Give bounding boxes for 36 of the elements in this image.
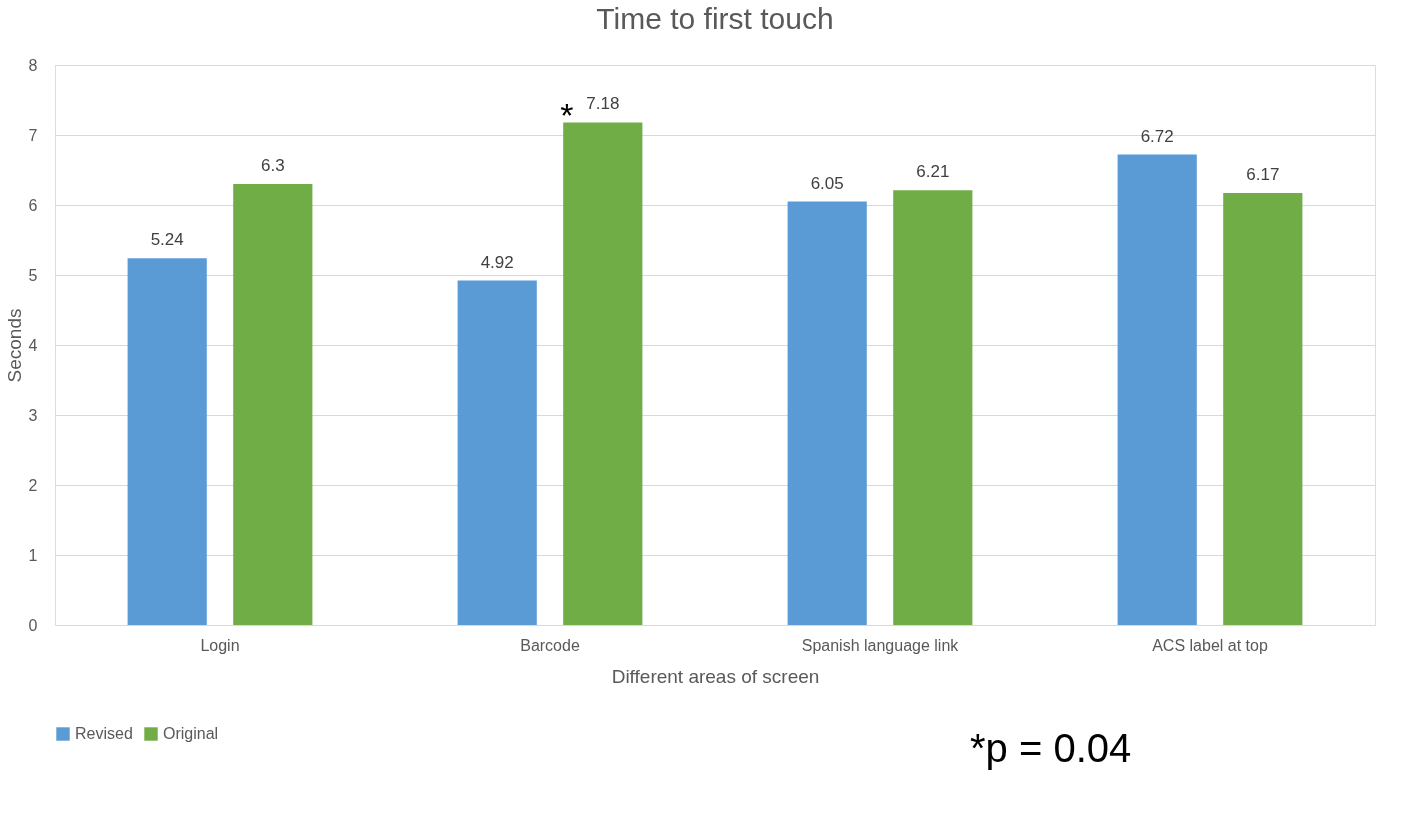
legend-label: Revised xyxy=(75,725,133,742)
bar xyxy=(1223,193,1303,625)
data-label: 7.18 xyxy=(586,94,620,114)
y-tick-label: 0 xyxy=(28,616,38,634)
bar xyxy=(1117,154,1197,625)
y-axis-title: Seconds xyxy=(3,308,25,383)
bar xyxy=(893,190,973,625)
y-tick-label: 4 xyxy=(28,336,38,354)
data-label: 6.05 xyxy=(810,173,844,193)
y-tick-label: 2 xyxy=(28,476,38,494)
bar xyxy=(127,258,207,625)
bar xyxy=(457,280,537,625)
bar xyxy=(787,201,867,625)
legend-label: Original xyxy=(163,725,219,742)
chart-title: Time to first touch xyxy=(596,2,834,35)
data-label: 6.3 xyxy=(260,156,285,175)
y-tick-label: 7 xyxy=(28,126,38,144)
y-tick-label: 5 xyxy=(28,266,38,284)
annotation: * xyxy=(560,96,574,134)
bar xyxy=(233,184,313,625)
data-label: 6.21 xyxy=(916,162,950,182)
x-tick-label: ACS label at top xyxy=(1152,636,1268,654)
data-label: 5.24 xyxy=(150,230,184,250)
y-tick-label: 6 xyxy=(28,196,38,214)
bar xyxy=(563,122,643,625)
x-tick-label: Login xyxy=(200,636,240,654)
x-tick-label: Barcode xyxy=(520,636,580,654)
data-label: 6.17 xyxy=(1246,165,1280,185)
x-tick-label: Spanish language link xyxy=(801,636,960,654)
y-tick-label: 3 xyxy=(28,406,38,424)
data-label: 4.92 xyxy=(480,252,514,272)
y-tick-label: 1 xyxy=(28,546,38,564)
text: *p = 0.04 xyxy=(970,726,1132,770)
data-label: 6.72 xyxy=(1140,126,1174,146)
y-tick-label: 8 xyxy=(28,56,38,74)
x-axis-title: Different areas of screen xyxy=(611,665,820,687)
